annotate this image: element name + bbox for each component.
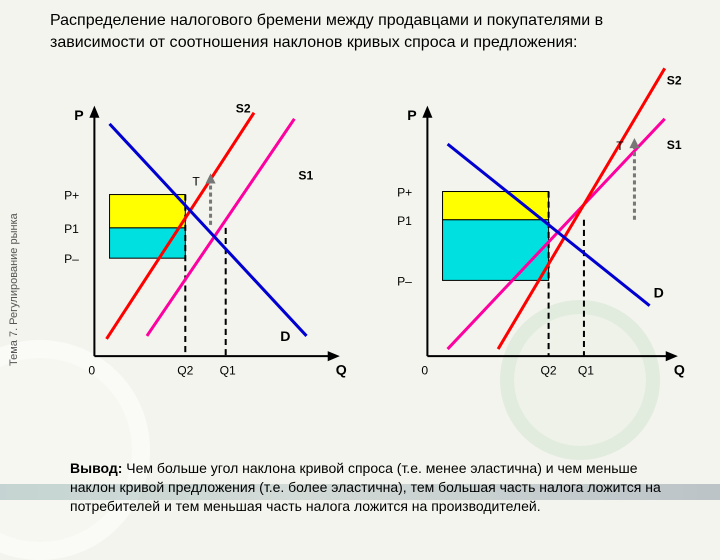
label-p-minus: P– xyxy=(397,274,412,288)
label-p-minus: P– xyxy=(64,252,79,266)
chart-right: PP+P1P–0Q2Q1QS2S1DT xyxy=(387,80,690,400)
consumer-burden-rect xyxy=(443,192,549,220)
label-s2: S2 xyxy=(667,73,682,87)
x-axis-arrow xyxy=(666,351,678,361)
conclusion-text: Чем больше угол наклона кривой спроса (т… xyxy=(70,460,661,514)
y-axis-arrow xyxy=(89,106,99,118)
conclusion: Вывод: Чем больше угол наклона кривой сп… xyxy=(70,459,680,516)
label-origin: 0 xyxy=(421,363,428,377)
chart-right-svg: PP+P1P–0Q2Q1QS2S1DT xyxy=(387,80,690,400)
label-s2: S2 xyxy=(236,102,251,116)
sidebar-text: Тема 7. Регулирование рынка xyxy=(8,100,26,480)
label-q: Q xyxy=(336,361,347,377)
tax-arrow-head xyxy=(629,138,639,148)
label-q1: Q1 xyxy=(578,363,594,377)
conclusion-label: Вывод: xyxy=(70,460,122,476)
label-q: Q xyxy=(674,361,685,377)
label-s1: S1 xyxy=(667,138,682,152)
slide-title: Распределение налогового бремени между п… xyxy=(50,10,690,53)
producer-burden-rect xyxy=(110,228,186,258)
y-axis-arrow xyxy=(422,106,432,118)
chart-left-svg: P P+ P1 P– 0 Q2 Q1 Q S2 S1 D T xyxy=(54,80,357,400)
label-q1: Q1 xyxy=(220,363,236,377)
label-q2: Q2 xyxy=(541,363,557,377)
x-axis-arrow xyxy=(328,351,340,361)
label-d: D xyxy=(280,328,290,344)
consumer-burden-rect xyxy=(110,195,186,228)
chart-left: P P+ P1 P– 0 Q2 Q1 Q S2 S1 D T xyxy=(54,80,357,400)
label-origin: 0 xyxy=(88,363,95,377)
label-p1: P1 xyxy=(397,214,412,228)
label-p: P xyxy=(407,107,416,123)
producer-burden-rect xyxy=(443,220,549,281)
charts-container: P P+ P1 P– 0 Q2 Q1 Q S2 S1 D T P P+ P1 P– 0 Q2 Q1 Q S2 S1 D T xyxy=(54,80,690,400)
label-t: T xyxy=(192,174,200,188)
label-p-plus: P+ xyxy=(64,189,79,203)
label-q2: Q2 xyxy=(177,363,193,377)
label-p: P xyxy=(74,107,83,123)
label-p1: P1 xyxy=(64,222,79,236)
label-s1: S1 xyxy=(298,168,313,182)
label-d: D xyxy=(654,285,664,301)
label-t: T xyxy=(616,139,624,153)
label-p-plus: P+ xyxy=(397,186,412,200)
